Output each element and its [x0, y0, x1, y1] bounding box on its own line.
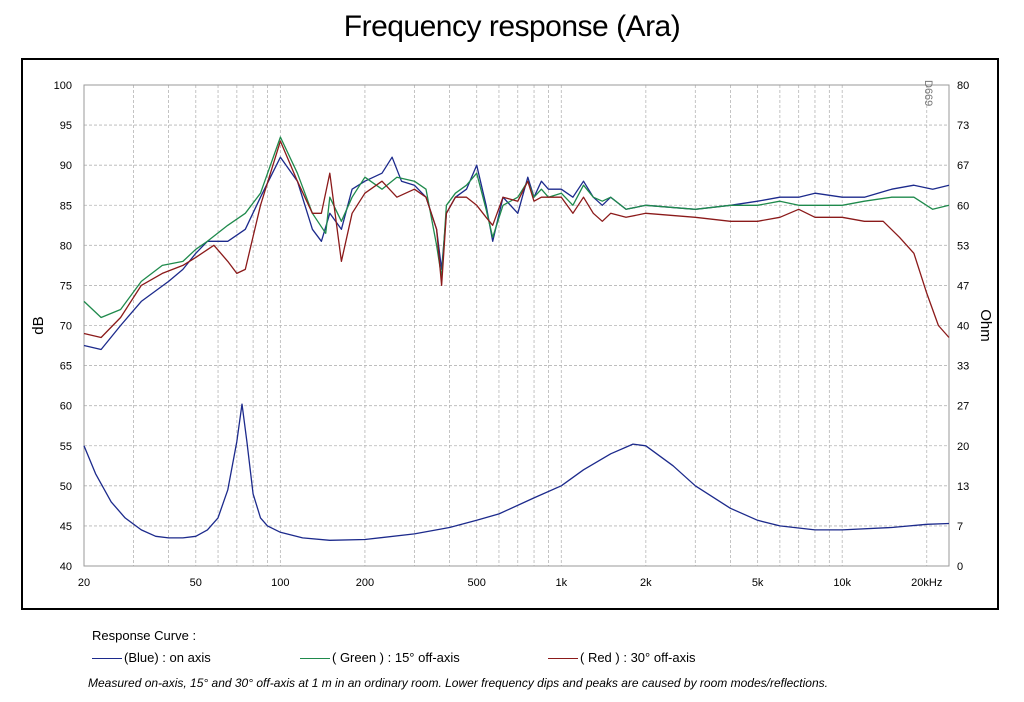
- x-tick-label: 20: [78, 577, 90, 589]
- y-tick-label: 45: [60, 521, 72, 533]
- x-tick-label: 10k: [833, 577, 851, 589]
- y-tick-label: 80: [60, 240, 72, 252]
- page-title: Frequency response (Ara): [343, 10, 681, 43]
- y2-tick-label: 67: [957, 160, 969, 172]
- chart-frame: 100 95 90 85 80 75 70 65 60 55 50 45 40 80 73 67 60 53 47 4…: [21, 58, 999, 610]
- y2-tick-label: 0: [957, 561, 963, 573]
- series-line-blue-on-axis: [83, 156, 950, 351]
- watermark-text: D669: [922, 80, 934, 107]
- y-axis-label: dB: [30, 316, 47, 334]
- series-line-red-30deg: [83, 140, 950, 339]
- y-tick-label: 90: [60, 160, 72, 172]
- y-tick-label: 60: [60, 401, 72, 413]
- caption: Measured on-axis, 15° and 30° off-axis a…: [88, 676, 828, 690]
- x-tick-label: 100: [271, 577, 289, 589]
- y2-tick-label: 13: [957, 481, 969, 493]
- legend-entry-blue: (Blue) : on axis: [92, 650, 211, 665]
- y-tick-label: 100: [54, 80, 72, 92]
- legend-title: Response Curve :: [92, 628, 197, 643]
- y-tick-label: 50: [60, 481, 72, 493]
- series-line-impedance: [83, 403, 950, 541]
- legend-label-green: ( Green ) : 15° off-axis: [332, 650, 460, 665]
- y-tick-label: 65: [60, 361, 72, 373]
- y2-tick-label: 40: [957, 321, 969, 333]
- y2-tick-label: 73: [957, 120, 969, 132]
- legend-label-blue: (Blue) : on axis: [124, 650, 211, 665]
- x-tick-label: 50: [190, 577, 202, 589]
- y-tick-label: 70: [60, 321, 72, 333]
- y-tick-label: 40: [60, 561, 72, 573]
- y2-tick-label: 47: [957, 280, 969, 292]
- legend-swatch-red: [548, 658, 578, 660]
- y2-tick-label: 80: [957, 80, 969, 92]
- y2-tick-label: 53: [957, 240, 969, 252]
- legend-entry-red: ( Red ) : 30° off-axis: [548, 650, 696, 665]
- y2-tick-label: 7: [957, 521, 963, 533]
- y-tick-label: 55: [60, 441, 72, 453]
- y2-tick-label: 20: [957, 441, 969, 453]
- y2-tick-label: 33: [957, 361, 969, 373]
- legend-label-red: ( Red ) : 30° off-axis: [580, 650, 696, 665]
- frequency-response-chart: 1009590858075706560555045408073676053474…: [30, 80, 994, 589]
- legend-swatch-blue: [92, 658, 122, 660]
- legend-entry-green: ( Green ) : 15° off-axis: [300, 650, 460, 665]
- x-tick-label: 20kHz: [911, 577, 942, 589]
- x-tick-label: 500: [468, 577, 486, 589]
- y-tick-label: 85: [60, 200, 72, 212]
- legend-swatch-green: [300, 658, 330, 660]
- x-tick-label: 2k: [640, 577, 652, 589]
- series-line-green-15deg: [83, 136, 950, 319]
- x-tick-label: 5k: [752, 577, 764, 589]
- x-tick-label: 1k: [555, 577, 567, 589]
- y-tick-label: 95: [60, 120, 72, 132]
- y2-tick-label: 60: [957, 200, 969, 212]
- y2-tick-label: 27: [957, 401, 969, 413]
- y2-axis-label: Ohm: [977, 309, 994, 342]
- x-tick-label: 200: [356, 577, 374, 589]
- y-tick-label: 75: [60, 280, 72, 292]
- plot-area: [83, 84, 950, 567]
